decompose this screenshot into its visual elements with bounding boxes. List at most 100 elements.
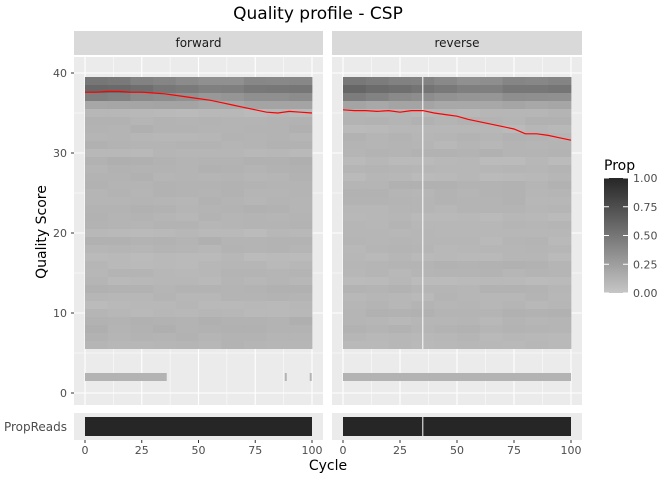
heatmap-tile — [107, 109, 131, 117]
heatmap-tile — [153, 133, 177, 141]
heatmap-tile — [107, 269, 131, 277]
heatmap-tile — [175, 261, 199, 269]
heatmap-tile — [548, 141, 572, 149]
heatmap-tile — [266, 317, 290, 325]
heatmap-tile — [266, 309, 290, 317]
heatmap-tile — [85, 221, 109, 229]
heatmap-tile — [243, 293, 267, 301]
heatmap-tile — [153, 245, 177, 253]
heatmap-tile — [153, 269, 177, 277]
heatmap-tile — [388, 157, 412, 165]
heatmap-tile — [266, 341, 290, 349]
heatmap-tile — [153, 165, 177, 173]
heatmap-tile — [525, 333, 549, 341]
heatmap-tile — [502, 221, 526, 229]
y-tick-label: 30 — [53, 147, 67, 160]
heatmap-tile — [548, 333, 572, 341]
heatmap-tile — [266, 277, 290, 285]
heatmap-tile — [343, 93, 367, 101]
heatmap-tile — [198, 229, 222, 237]
heatmap-tile — [479, 261, 503, 269]
heatmap-tile — [548, 261, 572, 269]
heatmap-tile — [457, 309, 481, 317]
heatmap-tile — [107, 213, 131, 221]
heatmap-tile — [266, 229, 290, 237]
heatmap-tile — [175, 229, 199, 237]
heatmap-tile — [198, 237, 222, 245]
heatmap-tile — [130, 109, 154, 117]
heatmap-tile — [153, 141, 177, 149]
heatmap-tile — [388, 301, 412, 309]
heatmap-tile — [479, 237, 503, 245]
heatmap-tile — [309, 373, 312, 381]
heatmap-tile — [457, 101, 481, 109]
heatmap-tile — [153, 325, 177, 333]
heatmap-tile — [198, 101, 222, 109]
heatmap-tile — [130, 325, 154, 333]
heatmap-tile — [548, 285, 572, 293]
heatmap-tile — [221, 125, 245, 133]
heatmap-tile — [153, 277, 177, 285]
heatmap-tile — [479, 93, 503, 101]
heatmap-tile — [434, 133, 458, 141]
heatmap-tile — [221, 245, 245, 253]
heatmap-tile — [107, 189, 131, 197]
heatmap-tile — [388, 205, 412, 213]
heatmap-tile — [388, 197, 412, 205]
heatmap-tile — [434, 269, 458, 277]
heatmap-tile — [434, 197, 458, 205]
heatmap-tile — [525, 229, 549, 237]
heatmap-tile — [502, 197, 526, 205]
heatmap-tile — [175, 141, 199, 149]
heatmap-tile — [85, 293, 109, 301]
heatmap-tile — [434, 101, 458, 109]
heatmap-tile — [107, 341, 131, 349]
heatmap-tile — [548, 245, 572, 253]
heatmap-tile — [289, 125, 313, 133]
heatmap-tiles — [85, 77, 313, 381]
heatmap-tile — [289, 341, 313, 349]
heatmap-tile — [434, 149, 458, 157]
mean-quality-line-reverse — [342, 109, 572, 141]
heatmap-tile — [388, 261, 412, 269]
heatmap-tile — [175, 293, 199, 301]
heatmap-tile — [130, 173, 154, 181]
heatmap-tile — [198, 341, 222, 349]
heatmap-tile — [343, 149, 367, 157]
heatmap-tile — [457, 93, 481, 101]
x-tick-label: 75 — [507, 444, 521, 457]
heatmap-tile — [525, 197, 549, 205]
heatmap-tile — [243, 309, 267, 317]
heatmap-tile — [130, 133, 154, 141]
heatmap-tile — [502, 317, 526, 325]
heatmap-tile — [548, 181, 572, 189]
heatmap-tile — [365, 109, 389, 117]
heatmap-tile — [175, 197, 199, 205]
heatmap-tile — [243, 253, 267, 261]
heatmap-tile — [479, 341, 503, 349]
heatmap-tile — [198, 245, 222, 253]
heatmap-tile — [457, 333, 481, 341]
heatmap-tile — [479, 157, 503, 165]
heatmap-tile — [548, 173, 572, 181]
heatmap-tile — [343, 157, 367, 165]
heatmap-tile — [198, 317, 222, 325]
heatmap-tile — [130, 301, 154, 309]
heatmap-tile — [175, 125, 199, 133]
heatmap-tile — [221, 109, 245, 117]
heatmap-tile — [175, 173, 199, 181]
heatmap-tile — [365, 85, 389, 93]
heatmap-tile — [434, 77, 458, 85]
legend-tick-label: 0.25 — [633, 258, 658, 271]
heatmap-tile — [266, 133, 290, 141]
heatmap-tile — [266, 189, 290, 197]
heatmap-tile — [479, 173, 503, 181]
heatmap-tile — [175, 253, 199, 261]
heatmap-tile — [525, 157, 549, 165]
heatmap-tile — [289, 333, 313, 341]
heatmap-tile — [153, 285, 177, 293]
heatmap-tile — [388, 221, 412, 229]
heatmap-tile — [130, 229, 154, 237]
heatmap-tile — [85, 109, 109, 117]
heatmap-tile — [343, 197, 367, 205]
